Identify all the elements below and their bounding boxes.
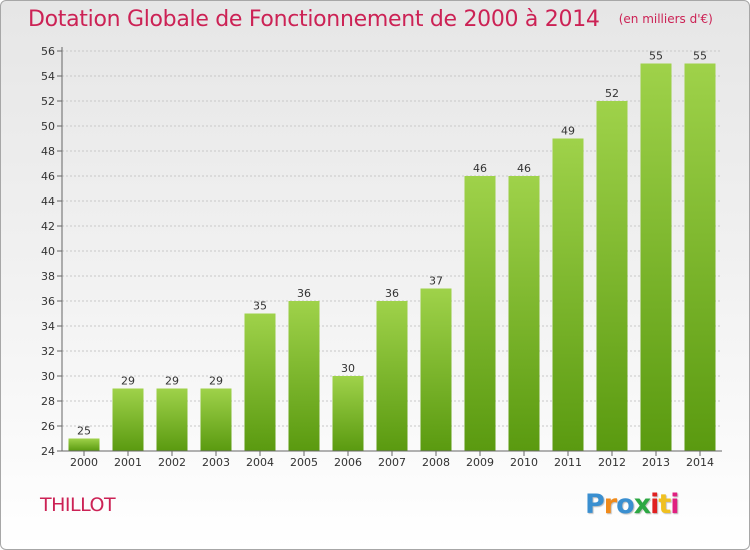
x-tick-label: 2013 bbox=[642, 456, 670, 469]
y-tick-label: 56 bbox=[41, 45, 55, 58]
y-tick-label: 34 bbox=[41, 320, 55, 333]
logo-letter: r bbox=[603, 489, 617, 520]
bar bbox=[332, 376, 364, 451]
y-tick-label: 30 bbox=[41, 370, 55, 383]
x-tick-label: 2005 bbox=[290, 456, 318, 469]
x-tick-label: 2008 bbox=[422, 456, 450, 469]
bar-value-label: 52 bbox=[605, 87, 619, 100]
y-tick-label: 28 bbox=[41, 395, 55, 408]
x-tick-label: 2014 bbox=[686, 456, 714, 469]
x-tick-label: 2010 bbox=[510, 456, 538, 469]
bar bbox=[200, 388, 232, 451]
x-tick-label: 2000 bbox=[70, 456, 98, 469]
x-tick-label: 2012 bbox=[598, 456, 626, 469]
bar-value-label: 29 bbox=[165, 375, 179, 388]
title-row: Dotation Globale de Fonctionnement de 20… bbox=[28, 7, 713, 32]
bar-value-label: 35 bbox=[253, 300, 267, 313]
bar bbox=[288, 301, 320, 451]
bar-value-label: 25 bbox=[77, 425, 91, 438]
x-tick-label: 2004 bbox=[246, 456, 274, 469]
bar-value-label: 55 bbox=[649, 50, 663, 63]
bar bbox=[156, 388, 188, 451]
y-tick-label: 52 bbox=[41, 95, 55, 108]
bar-value-label: 49 bbox=[561, 125, 575, 138]
y-tick-label: 38 bbox=[41, 270, 55, 283]
bar-value-label: 46 bbox=[517, 162, 531, 175]
bar bbox=[464, 176, 496, 451]
bar-value-label: 29 bbox=[121, 375, 135, 388]
logo-letter: o bbox=[616, 489, 635, 520]
y-tick-label: 50 bbox=[41, 120, 55, 133]
bar bbox=[244, 313, 276, 451]
y-tick-label: 26 bbox=[41, 420, 55, 433]
y-tick-label: 44 bbox=[41, 195, 55, 208]
bar bbox=[640, 63, 672, 451]
unit-note: (en milliers d'€) bbox=[618, 12, 713, 26]
axes bbox=[61, 47, 722, 452]
bar bbox=[552, 138, 584, 451]
y-tick-label: 54 bbox=[41, 70, 55, 83]
x-tick-label: 2007 bbox=[378, 456, 406, 469]
logo-letter: P bbox=[585, 489, 605, 520]
bar-value-label: 36 bbox=[297, 287, 311, 300]
x-tick-label: 2001 bbox=[114, 456, 142, 469]
y-tick-label: 40 bbox=[41, 245, 55, 258]
x-axis-ticks: 2000 2001 2002 2003 2004 2005 2006 2007 2008 2009… bbox=[70, 451, 714, 469]
bar bbox=[376, 301, 408, 451]
bars: 25 29 29 29 35 36 30 36 37 46 46 49 52 55 55 bbox=[68, 50, 716, 451]
y-tick-label: 46 bbox=[41, 170, 55, 183]
x-tick-label: 2006 bbox=[334, 456, 362, 469]
bar-value-label: 37 bbox=[429, 275, 443, 288]
x-tick-label: 2009 bbox=[466, 456, 494, 469]
logo-letter: i bbox=[650, 489, 659, 520]
bar bbox=[420, 288, 452, 451]
bar-value-label: 30 bbox=[341, 362, 355, 375]
bar-value-label: 55 bbox=[693, 50, 707, 63]
y-tick-label: 42 bbox=[41, 220, 55, 233]
y-tick-label: 36 bbox=[41, 295, 55, 308]
logo-letter: i bbox=[670, 489, 679, 520]
commune-name: THILLOT bbox=[40, 494, 116, 516]
logo-letter: t bbox=[658, 489, 671, 520]
chart-title: Dotation Globale de Fonctionnement de 20… bbox=[28, 7, 600, 32]
bar bbox=[112, 388, 144, 451]
y-tick-label: 32 bbox=[41, 345, 55, 358]
bar bbox=[68, 438, 100, 451]
x-tick-label: 2002 bbox=[158, 456, 186, 469]
y-tick-label: 48 bbox=[41, 145, 55, 158]
logo-letter: x bbox=[633, 489, 651, 520]
y-axis-ticks: 24 26 28 30 32 34 36 38 40 42 44 46 48 50 52 54 56 bbox=[41, 45, 62, 458]
bar bbox=[596, 101, 628, 451]
bar-value-label: 36 bbox=[385, 287, 399, 300]
bar-value-label: 46 bbox=[473, 162, 487, 175]
proxiti-logo[interactable]: Proxiti bbox=[585, 489, 680, 520]
bar bbox=[684, 63, 716, 451]
bar-value-label: 29 bbox=[209, 375, 223, 388]
x-tick-label: 2003 bbox=[202, 456, 230, 469]
bar bbox=[508, 176, 540, 451]
y-tick-label: 24 bbox=[41, 445, 55, 458]
x-tick-label: 2011 bbox=[554, 456, 582, 469]
